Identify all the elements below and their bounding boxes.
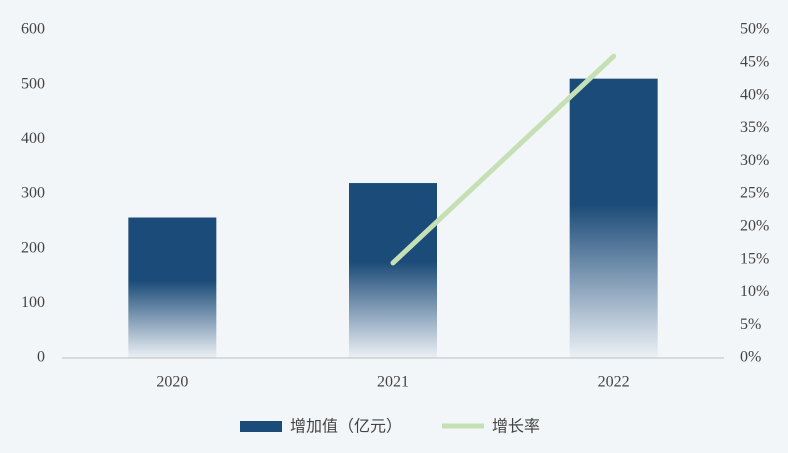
- y-tick-label: 0: [37, 349, 45, 366]
- legend-label: 增加值（亿元）: [290, 417, 402, 436]
- y2-tick-label: 30%: [740, 152, 769, 169]
- bar: [349, 183, 437, 358]
- y2-tick-label: 50%: [740, 21, 769, 38]
- x-tick-label: 2022: [598, 374, 630, 391]
- y-tick-label: 400: [21, 130, 45, 147]
- legend-label: 增长率: [492, 417, 540, 436]
- bar: [128, 217, 217, 358]
- y-tick-label: 200: [21, 239, 45, 256]
- y2-tick-label: 35%: [740, 119, 769, 136]
- y2-tick-label: 40%: [740, 86, 769, 103]
- y-tick-label: 300: [21, 185, 45, 202]
- y-tick-label: 100: [21, 294, 45, 311]
- y2-tick-label: 45%: [740, 53, 769, 70]
- y2-tick-label: 5%: [740, 316, 761, 333]
- x-tick-label: 2021: [377, 374, 409, 391]
- bar: [569, 78, 658, 359]
- y2-tick-label: 25%: [740, 185, 769, 202]
- y2-tick-label: 10%: [740, 283, 769, 300]
- y2-tick-label: 0%: [740, 349, 761, 366]
- x-tick-label: 2020: [156, 374, 188, 391]
- line: [390, 53, 617, 266]
- y-tick-label: 500: [21, 75, 45, 92]
- y-tick-label: 600: [21, 21, 45, 38]
- y2-tick-label: 15%: [740, 250, 769, 267]
- y2-tick-label: 20%: [740, 217, 769, 234]
- legend-swatch: [240, 421, 282, 432]
